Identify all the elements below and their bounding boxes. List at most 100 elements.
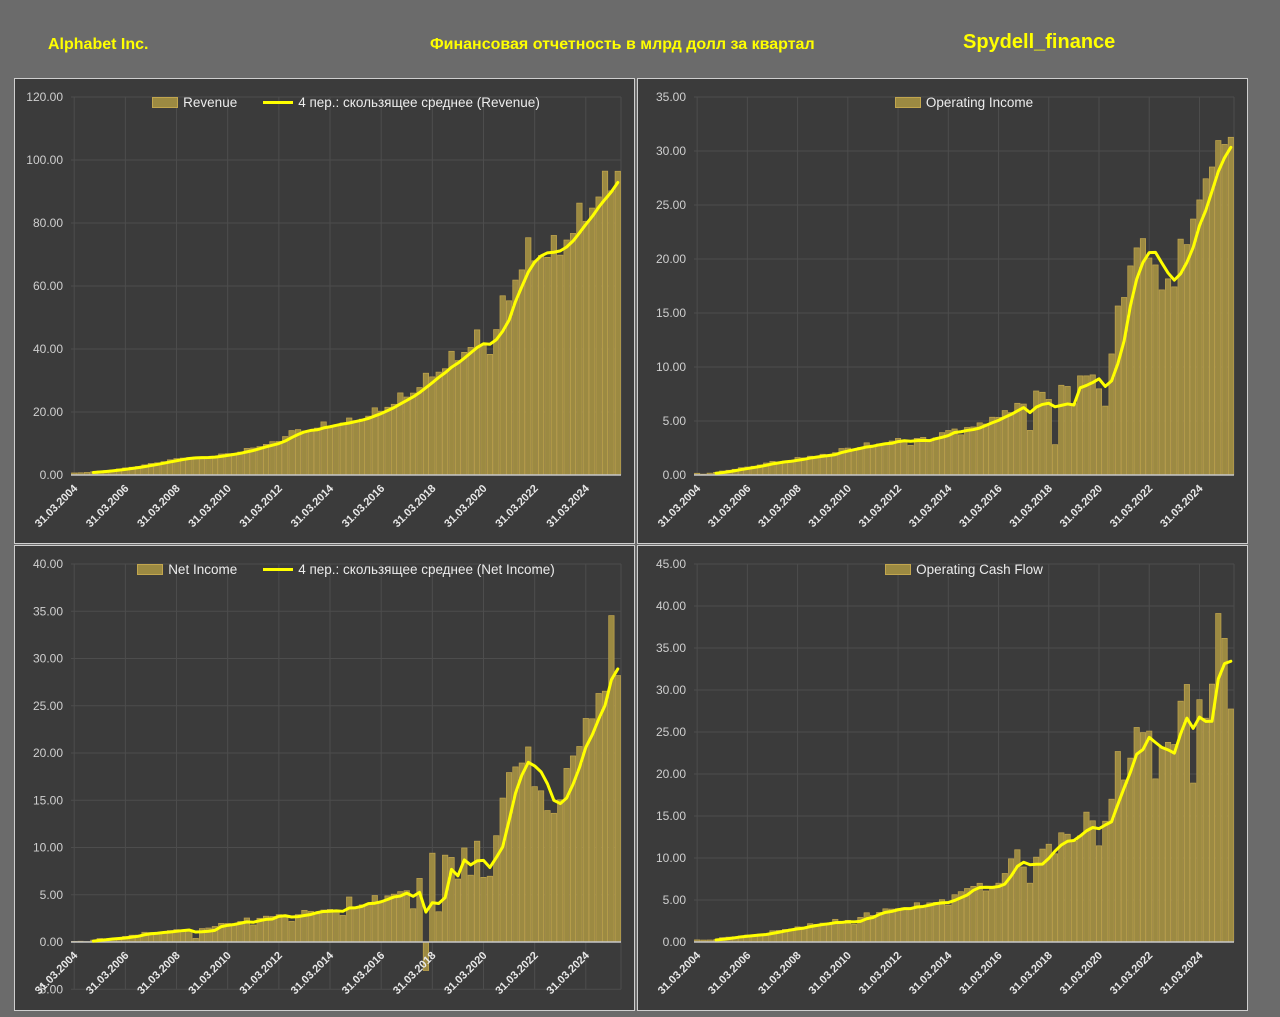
- svg-text:40.00: 40.00: [33, 342, 63, 356]
- svg-text:35.00: 35.00: [656, 641, 686, 655]
- svg-text:31.03.2004: 31.03.2004: [33, 482, 81, 530]
- line-swatch-icon: [263, 567, 294, 572]
- company-title: Alphabet Inc.: [48, 36, 149, 53]
- svg-text:31.03.2004: 31.03.2004: [656, 482, 704, 530]
- svg-text:31.03.2024: 31.03.2024: [545, 482, 593, 530]
- svg-text:31.03.2022: 31.03.2022: [1108, 483, 1155, 530]
- svg-text:40.00: 40.00: [656, 599, 686, 613]
- svg-text:31.03.2008: 31.03.2008: [756, 950, 803, 997]
- svg-text:10.00: 10.00: [656, 851, 686, 865]
- svg-text:31.03.2006: 31.03.2006: [706, 483, 753, 530]
- svg-text:31.03.2016: 31.03.2016: [340, 483, 387, 530]
- legend-label: Net Income: [168, 562, 238, 577]
- svg-text:20.00: 20.00: [656, 767, 686, 781]
- operating-income-chart-canvas: 0.00 5.00 10.00 15.00 20.00 25.00 30.00 35.00 31…: [656, 90, 1235, 530]
- svg-text:31.03.2012: 31.03.2012: [238, 483, 285, 530]
- operating-income-chart-panel: Operating Income 0.00 5.00 10.00 15.00 20.00…: [637, 78, 1248, 544]
- svg-text:31.03.2016: 31.03.2016: [957, 950, 1004, 997]
- legend-label: Revenue: [183, 95, 238, 110]
- svg-text:10.00: 10.00: [33, 841, 63, 855]
- svg-text:15.00: 15.00: [656, 306, 686, 320]
- svg-text:0.00: 0.00: [663, 935, 687, 949]
- svg-text:31.03.2006: 31.03.2006: [84, 483, 131, 530]
- svg-text:-5.00: -5.00: [36, 982, 64, 996]
- net-income-legend: Net Income 4 пер.: скользящее среднее (N…: [71, 562, 621, 577]
- svg-text:31.03.2014: 31.03.2014: [289, 482, 337, 530]
- svg-text:31.03.2018: 31.03.2018: [1007, 483, 1054, 530]
- net-income-chart-panel: Net Income 4 пер.: скользящее среднее (N…: [14, 545, 635, 1011]
- svg-text:31.03.2018: 31.03.2018: [1007, 950, 1054, 997]
- svg-text:30.00: 30.00: [656, 683, 686, 697]
- svg-text:0.00: 0.00: [40, 468, 64, 482]
- operating-cash-flow-legend: Operating Cash Flow: [694, 562, 1234, 577]
- net-income-chart-canvas: -5.00 0.00 5.00 10.00 15.00 20.00 25.00 30.00 35…: [33, 557, 622, 997]
- svg-text:31.03.2018: 31.03.2018: [391, 950, 438, 997]
- page-title: Финансовая отчетность в млрд долл за ква…: [430, 36, 815, 53]
- svg-text:25.00: 25.00: [656, 725, 686, 739]
- svg-text:31.03.2006: 31.03.2006: [84, 950, 131, 997]
- svg-text:31.03.2022: 31.03.2022: [493, 950, 540, 997]
- svg-text:25.00: 25.00: [656, 198, 686, 212]
- legend-label: Operating Income: [925, 95, 1034, 110]
- svg-text:15.00: 15.00: [33, 793, 63, 807]
- watermark-label: Spydell_finance: [963, 31, 1116, 53]
- svg-text:31.03.2020: 31.03.2020: [1058, 950, 1105, 997]
- svg-text:31.03.2012: 31.03.2012: [857, 950, 904, 997]
- svg-text:31.03.2012: 31.03.2012: [857, 483, 904, 530]
- legend-label: Operating Cash Flow: [916, 562, 1043, 577]
- svg-text:31.03.2012: 31.03.2012: [238, 950, 285, 997]
- legend-item-bar: Net Income: [137, 562, 237, 577]
- svg-text:35.00: 35.00: [33, 604, 63, 618]
- svg-text:25.00: 25.00: [33, 699, 63, 713]
- svg-text:31.03.2022: 31.03.2022: [493, 483, 540, 530]
- svg-text:31.03.2022: 31.03.2022: [1108, 950, 1155, 997]
- legend-item-bar: Revenue: [152, 95, 237, 110]
- svg-text:30.00: 30.00: [656, 144, 686, 158]
- svg-text:45.00: 45.00: [656, 557, 686, 571]
- svg-text:31.03.2020: 31.03.2020: [442, 483, 489, 530]
- svg-text:31.03.2008: 31.03.2008: [135, 483, 182, 530]
- legend-label: 4 пер.: скользящее среднее (Net Income): [298, 562, 555, 577]
- svg-text:31.03.2018: 31.03.2018: [391, 483, 438, 530]
- svg-text:20.00: 20.00: [33, 746, 63, 760]
- svg-text:31.03.2016: 31.03.2016: [340, 950, 387, 997]
- svg-text:31.03.2014: 31.03.2014: [907, 482, 955, 530]
- svg-text:31.03.2008: 31.03.2008: [135, 950, 182, 997]
- legend-item-ma: 4 пер.: скользящее среднее (Net Income): [263, 562, 555, 577]
- svg-text:31.03.2010: 31.03.2010: [807, 483, 854, 530]
- svg-text:31.03.2008: 31.03.2008: [756, 483, 803, 530]
- svg-text:31.03.2006: 31.03.2006: [706, 950, 753, 997]
- svg-text:5.00: 5.00: [40, 888, 64, 902]
- svg-text:10.00: 10.00: [656, 360, 686, 374]
- svg-text:0.00: 0.00: [663, 468, 687, 482]
- svg-text:20.00: 20.00: [33, 405, 63, 419]
- svg-text:31.03.2010: 31.03.2010: [807, 950, 854, 997]
- revenue-chart-canvas: 0.00 20.00 40.00 60.00 80.00 100.00 120.00 31.0…: [26, 90, 622, 530]
- svg-text:31.03.2024: 31.03.2024: [1158, 949, 1206, 997]
- legend-item-ma: 4 пер.: скользящее среднее (Revenue): [263, 95, 540, 110]
- svg-text:60.00: 60.00: [33, 279, 63, 293]
- svg-text:0.00: 0.00: [40, 935, 64, 949]
- svg-text:35.00: 35.00: [656, 90, 686, 104]
- svg-text:5.00: 5.00: [663, 414, 687, 428]
- svg-text:31.03.2016: 31.03.2016: [957, 483, 1004, 530]
- svg-text:31.03.2024: 31.03.2024: [1158, 482, 1206, 530]
- bar-swatch-icon: [137, 564, 164, 575]
- bar-swatch-icon: [894, 97, 921, 108]
- svg-text:31.03.2020: 31.03.2020: [1058, 483, 1105, 530]
- svg-text:31.03.2020: 31.03.2020: [442, 950, 489, 997]
- svg-text:31.03.2010: 31.03.2010: [186, 483, 233, 530]
- svg-text:120.00: 120.00: [26, 90, 63, 104]
- svg-text:40.00: 40.00: [33, 557, 63, 571]
- svg-text:31.03.2014: 31.03.2014: [907, 949, 955, 997]
- svg-text:15.00: 15.00: [656, 809, 686, 823]
- svg-text:20.00: 20.00: [656, 252, 686, 266]
- bar-swatch-icon: [152, 97, 179, 108]
- revenue-legend: Revenue 4 пер.: скользящее среднее (Reve…: [71, 95, 621, 110]
- legend-item-bar: Operating Income: [894, 95, 1034, 110]
- operating-cash-flow-chart-canvas: 0.00 5.00 10.00 15.00 20.00 25.00 30.00 35.00 40…: [656, 557, 1235, 997]
- svg-text:31.03.2004: 31.03.2004: [656, 949, 704, 997]
- svg-text:100.00: 100.00: [26, 153, 63, 167]
- revenue-chart-panel: Revenue 4 пер.: скользящее среднее (Reve…: [14, 78, 635, 544]
- line-swatch-icon: [263, 100, 294, 105]
